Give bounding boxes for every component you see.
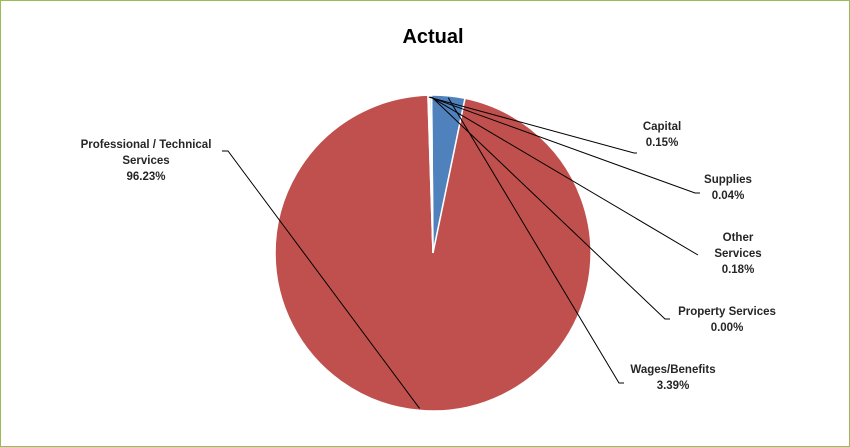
data-label-professional-technical-services: Professional / Technical Services 96.23% [81,139,212,183]
pie-slices [274,94,592,412]
data-label-property-services: Property Services 0.00% [678,306,776,334]
data-label-wages-benefits: Wages/Benefits 3.39% [630,364,715,392]
leader-lines [222,96,700,409]
leader-line-capital [428,96,637,154]
leader-line-wages-benefits [447,97,624,384]
data-labels: Wages/Benefits 3.39% Professional / Techni… [81,121,776,392]
leader-line-other-services [430,96,699,256]
pie-slice-other-services [429,94,434,254]
data-label-supplies: Supplies 0.04% [704,174,752,202]
leader-line-supplies [429,96,700,194]
leader-line-professional-technical-services [222,150,420,409]
data-label-capital: Capital 0.15% [643,121,681,149]
data-label-other-services: Other Services 0.18% [714,232,761,276]
chart-title: Actual [402,26,463,48]
leader-line-property-services [431,96,670,320]
